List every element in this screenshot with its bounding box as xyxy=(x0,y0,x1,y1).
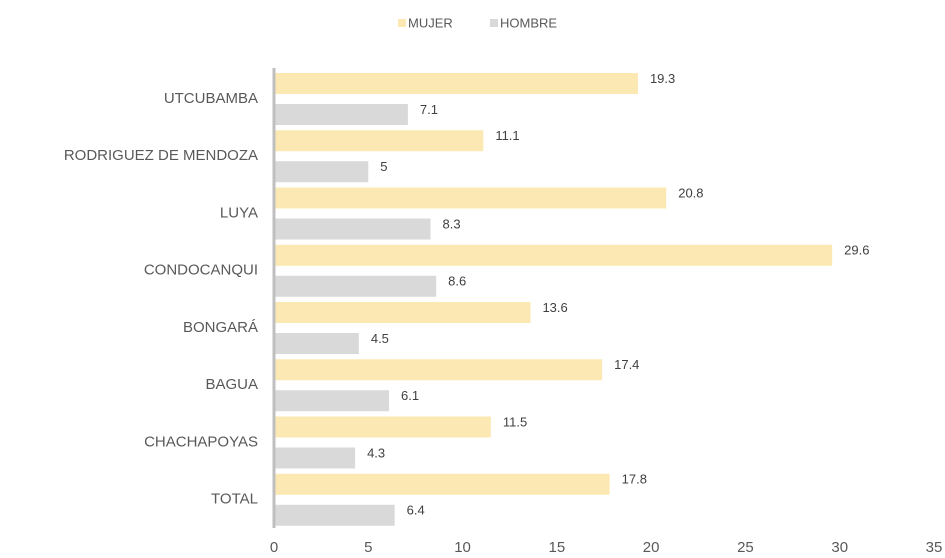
bar xyxy=(274,390,390,412)
value-label: 19.3 xyxy=(650,71,675,86)
value-label: 20.8 xyxy=(678,185,703,200)
bar xyxy=(274,504,395,526)
y-tick-label: BONGARÁ xyxy=(183,319,258,336)
bar xyxy=(274,302,531,323)
bar xyxy=(274,416,491,438)
value-label: 17.8 xyxy=(622,472,647,487)
y-tick-label: TOTAL xyxy=(211,491,258,508)
legend-swatch xyxy=(490,19,498,27)
bar xyxy=(274,218,431,240)
value-label: 6.1 xyxy=(401,388,419,403)
legend-swatch xyxy=(398,19,406,27)
x-tick-label: 5 xyxy=(364,539,372,556)
x-tick-label: 30 xyxy=(831,539,848,556)
legend-label: HOMBRE xyxy=(500,15,557,30)
value-label: 4.5 xyxy=(371,331,389,346)
bar xyxy=(274,275,437,297)
x-tick-label: 0 xyxy=(270,539,278,556)
y-tick-label: LUYA xyxy=(220,204,258,221)
bar xyxy=(274,244,833,266)
bar xyxy=(274,104,408,125)
value-label: 29.6 xyxy=(844,243,869,258)
x-tick-label: 35 xyxy=(926,539,943,556)
value-label: 7.1 xyxy=(420,102,438,117)
value-label: 13.6 xyxy=(542,300,567,315)
legend-label: MUJER xyxy=(408,15,453,30)
bar xyxy=(274,447,356,469)
value-label: 11.5 xyxy=(503,414,527,429)
y-tick-label: BAGUA xyxy=(205,376,258,393)
bar xyxy=(274,333,359,354)
bar xyxy=(274,473,610,495)
bar xyxy=(274,187,667,209)
y-tick-label: UTCUBAMBA xyxy=(164,90,258,107)
y-tick-label: RODRIGUEZ DE MENDOZA xyxy=(64,147,258,164)
y-tick-label: CHACHAPOYAS xyxy=(144,433,258,450)
x-tick-label: 10 xyxy=(454,539,471,556)
bar xyxy=(274,130,484,152)
x-tick-label: 20 xyxy=(643,539,660,556)
y-tick-label: CONDOCANQUI xyxy=(144,262,258,279)
value-label: 4.3 xyxy=(367,445,385,460)
value-label: 17.4 xyxy=(614,357,639,372)
bar xyxy=(274,73,638,94)
x-tick-label: 25 xyxy=(737,539,754,556)
x-tick-label: 15 xyxy=(549,539,566,556)
value-label: 8.3 xyxy=(443,216,461,231)
bar xyxy=(274,359,603,381)
value-label: 8.6 xyxy=(448,274,466,289)
value-label: 6.4 xyxy=(407,503,425,518)
bar xyxy=(274,161,369,183)
value-label: 5 xyxy=(380,159,387,174)
value-label: 11.1 xyxy=(495,128,519,143)
